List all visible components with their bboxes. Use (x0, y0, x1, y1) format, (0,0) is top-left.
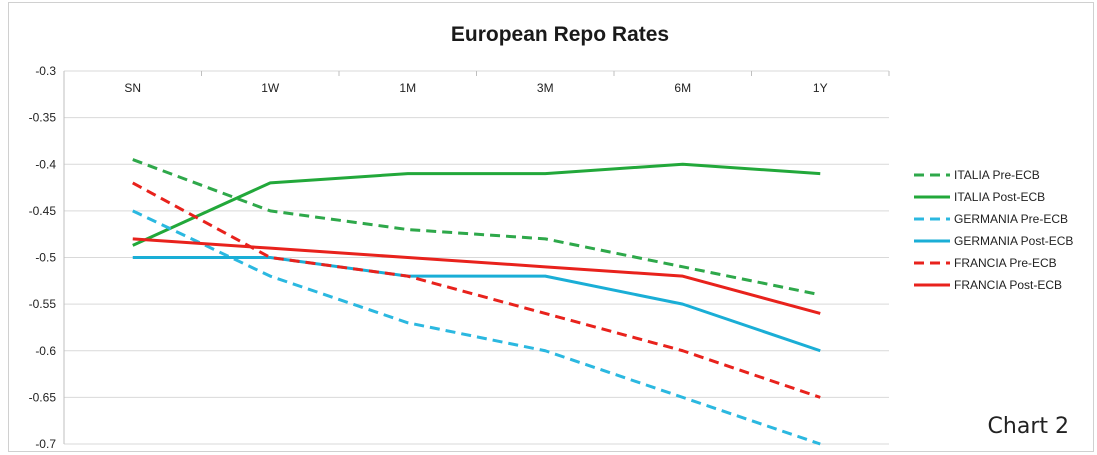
series-line-germania-post-ecb (132, 256, 821, 353)
y-tick-label: -0.65 (29, 390, 57, 404)
chart-caption: Chart 2 (988, 414, 1069, 439)
y-tick-label: -0.45 (29, 204, 57, 218)
y-tick-label: -0.35 (29, 111, 57, 125)
chart-frame: European Repo Rates -0.3 -0.35 -0.4 -0.45 -0… (8, 2, 1094, 452)
legend-label-italia-post-ecb: ITALIA Post-ECB (954, 190, 1045, 204)
legend-label-italia-pre-ecb: ITALIA Pre-ECB (954, 168, 1040, 182)
y-axis-ticks: -0.3 -0.35 -0.4 -0.45 -0.5 -0.55 -0.6 -0.65 -0.7 (29, 64, 57, 451)
legend-label-germania-post-ecb: GERMANIA Post-ECB (954, 234, 1073, 248)
legend-label-francia-post-ecb: FRANCIA Post-ECB (954, 278, 1062, 292)
series-line-italia-post-ecb (132, 162, 821, 247)
legend: ITALIA Pre-ECB ITALIA Post-ECB GERMANIA Pr… (914, 168, 1073, 292)
y-tick-label: -0.6 (35, 344, 56, 358)
x-tick-label: 1M (399, 81, 416, 95)
series-line-italia-pre-ecb (132, 158, 821, 297)
x-tick-label: 1W (261, 81, 280, 95)
legend-label-germania-pre-ecb: GERMANIA Pre-ECB (954, 212, 1068, 226)
y-tick-label: -0.4 (35, 157, 56, 171)
x-tick-label: 6M (674, 81, 691, 95)
series-line-francia-pre-ecb (132, 181, 821, 399)
legend-label-francia-pre-ecb: FRANCIA Pre-ECB (954, 256, 1057, 270)
y-tick-label: -0.7 (35, 437, 56, 451)
y-tick-label: -0.5 (35, 251, 56, 265)
series-line-francia-post-ecb (132, 237, 821, 315)
x-tick-label: 1Y (813, 81, 828, 95)
x-axis-ticks: SN 1W 1M 3M 6M 1Y (124, 81, 827, 95)
x-tick-label: SN (124, 81, 141, 95)
y-tick-label: -0.3 (35, 64, 56, 78)
series-lines (132, 158, 821, 446)
chart-title: European Repo Rates (451, 23, 669, 46)
x-tick-label: 3M (537, 81, 554, 95)
line-chart: European Repo Rates -0.3-0.35-0.4-0.45-0… (29, 23, 1074, 451)
y-tick-label: -0.55 (29, 297, 57, 311)
